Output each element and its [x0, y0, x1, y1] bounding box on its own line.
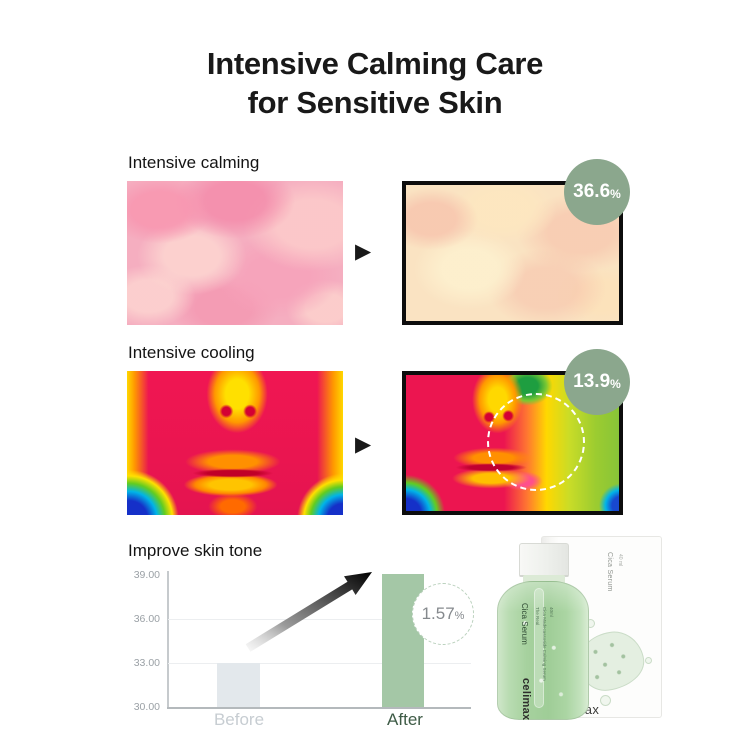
bottle-subtitle-3: 40ml	[549, 607, 554, 617]
cooling-percentage-badge: 13.9 %	[564, 349, 630, 415]
arrow-right-icon: ▶	[355, 433, 372, 456]
bottle-subtitle-1: The Real	[535, 607, 540, 626]
page-title-line2: for Sensitive Skin	[247, 85, 503, 120]
y-axis-line	[167, 571, 169, 708]
bubble-decoration	[600, 695, 611, 706]
product-box-volume: 40 ml	[617, 554, 623, 567]
cooling-badge-unit: %	[610, 377, 621, 391]
skin-tone-percentage-badge: 1.57 %	[412, 583, 474, 645]
y-axis-tick: 36.00	[133, 613, 160, 625]
gridline-36	[168, 619, 471, 620]
trend-arrow-icon	[245, 572, 372, 652]
highlight-dashed-circle	[487, 393, 585, 491]
cooling-before-thermal-image	[127, 371, 343, 515]
page-title: Intensive Calming Care for Sensitive Ski…	[0, 44, 750, 122]
bottle-neck	[523, 575, 565, 585]
product-bottle: Cica Serum The Real Cica Madecassoside C…	[497, 581, 589, 720]
skin-tone-badge-value: 1.57	[421, 604, 455, 623]
calming-section-label: Intensive calming	[128, 153, 260, 172]
bottle-brand: celimax	[520, 678, 532, 721]
x-axis-line	[167, 707, 471, 709]
arrow-right-icon: ▶	[355, 240, 372, 263]
calming-badge-unit: %	[610, 187, 621, 201]
bottle-cap	[519, 543, 569, 577]
cooling-section-label: Intensive cooling	[128, 343, 255, 362]
calming-before-image	[127, 181, 343, 325]
x-label-after: After	[387, 710, 423, 729]
y-axis-tick: 33.00	[133, 657, 160, 669]
gridline-33	[168, 663, 471, 664]
calming-percentage-badge: 36.6 %	[564, 159, 630, 225]
calming-badge-value: 36.6	[573, 181, 611, 202]
bubble-decoration	[645, 657, 652, 664]
skin-tone-section-label: Improve skin tone	[128, 541, 263, 560]
page-title-line1: Intensive Calming Care	[206, 46, 544, 81]
bottle-title: Cica Serum	[520, 603, 529, 645]
y-axis-tick: 39.00	[133, 569, 160, 581]
skin-tone-badge-unit: %	[454, 609, 465, 622]
bottle-subtitle-2: Cica Madecassoside Calming Serum	[542, 607, 547, 681]
y-axis-tick: 30.00	[133, 701, 160, 713]
x-label-before: Before	[213, 710, 265, 729]
cooling-badge-value: 13.9	[573, 371, 611, 392]
bar-before	[217, 663, 260, 707]
dropper-tube	[534, 588, 544, 708]
product-box-title: Cica Serum	[606, 552, 613, 592]
